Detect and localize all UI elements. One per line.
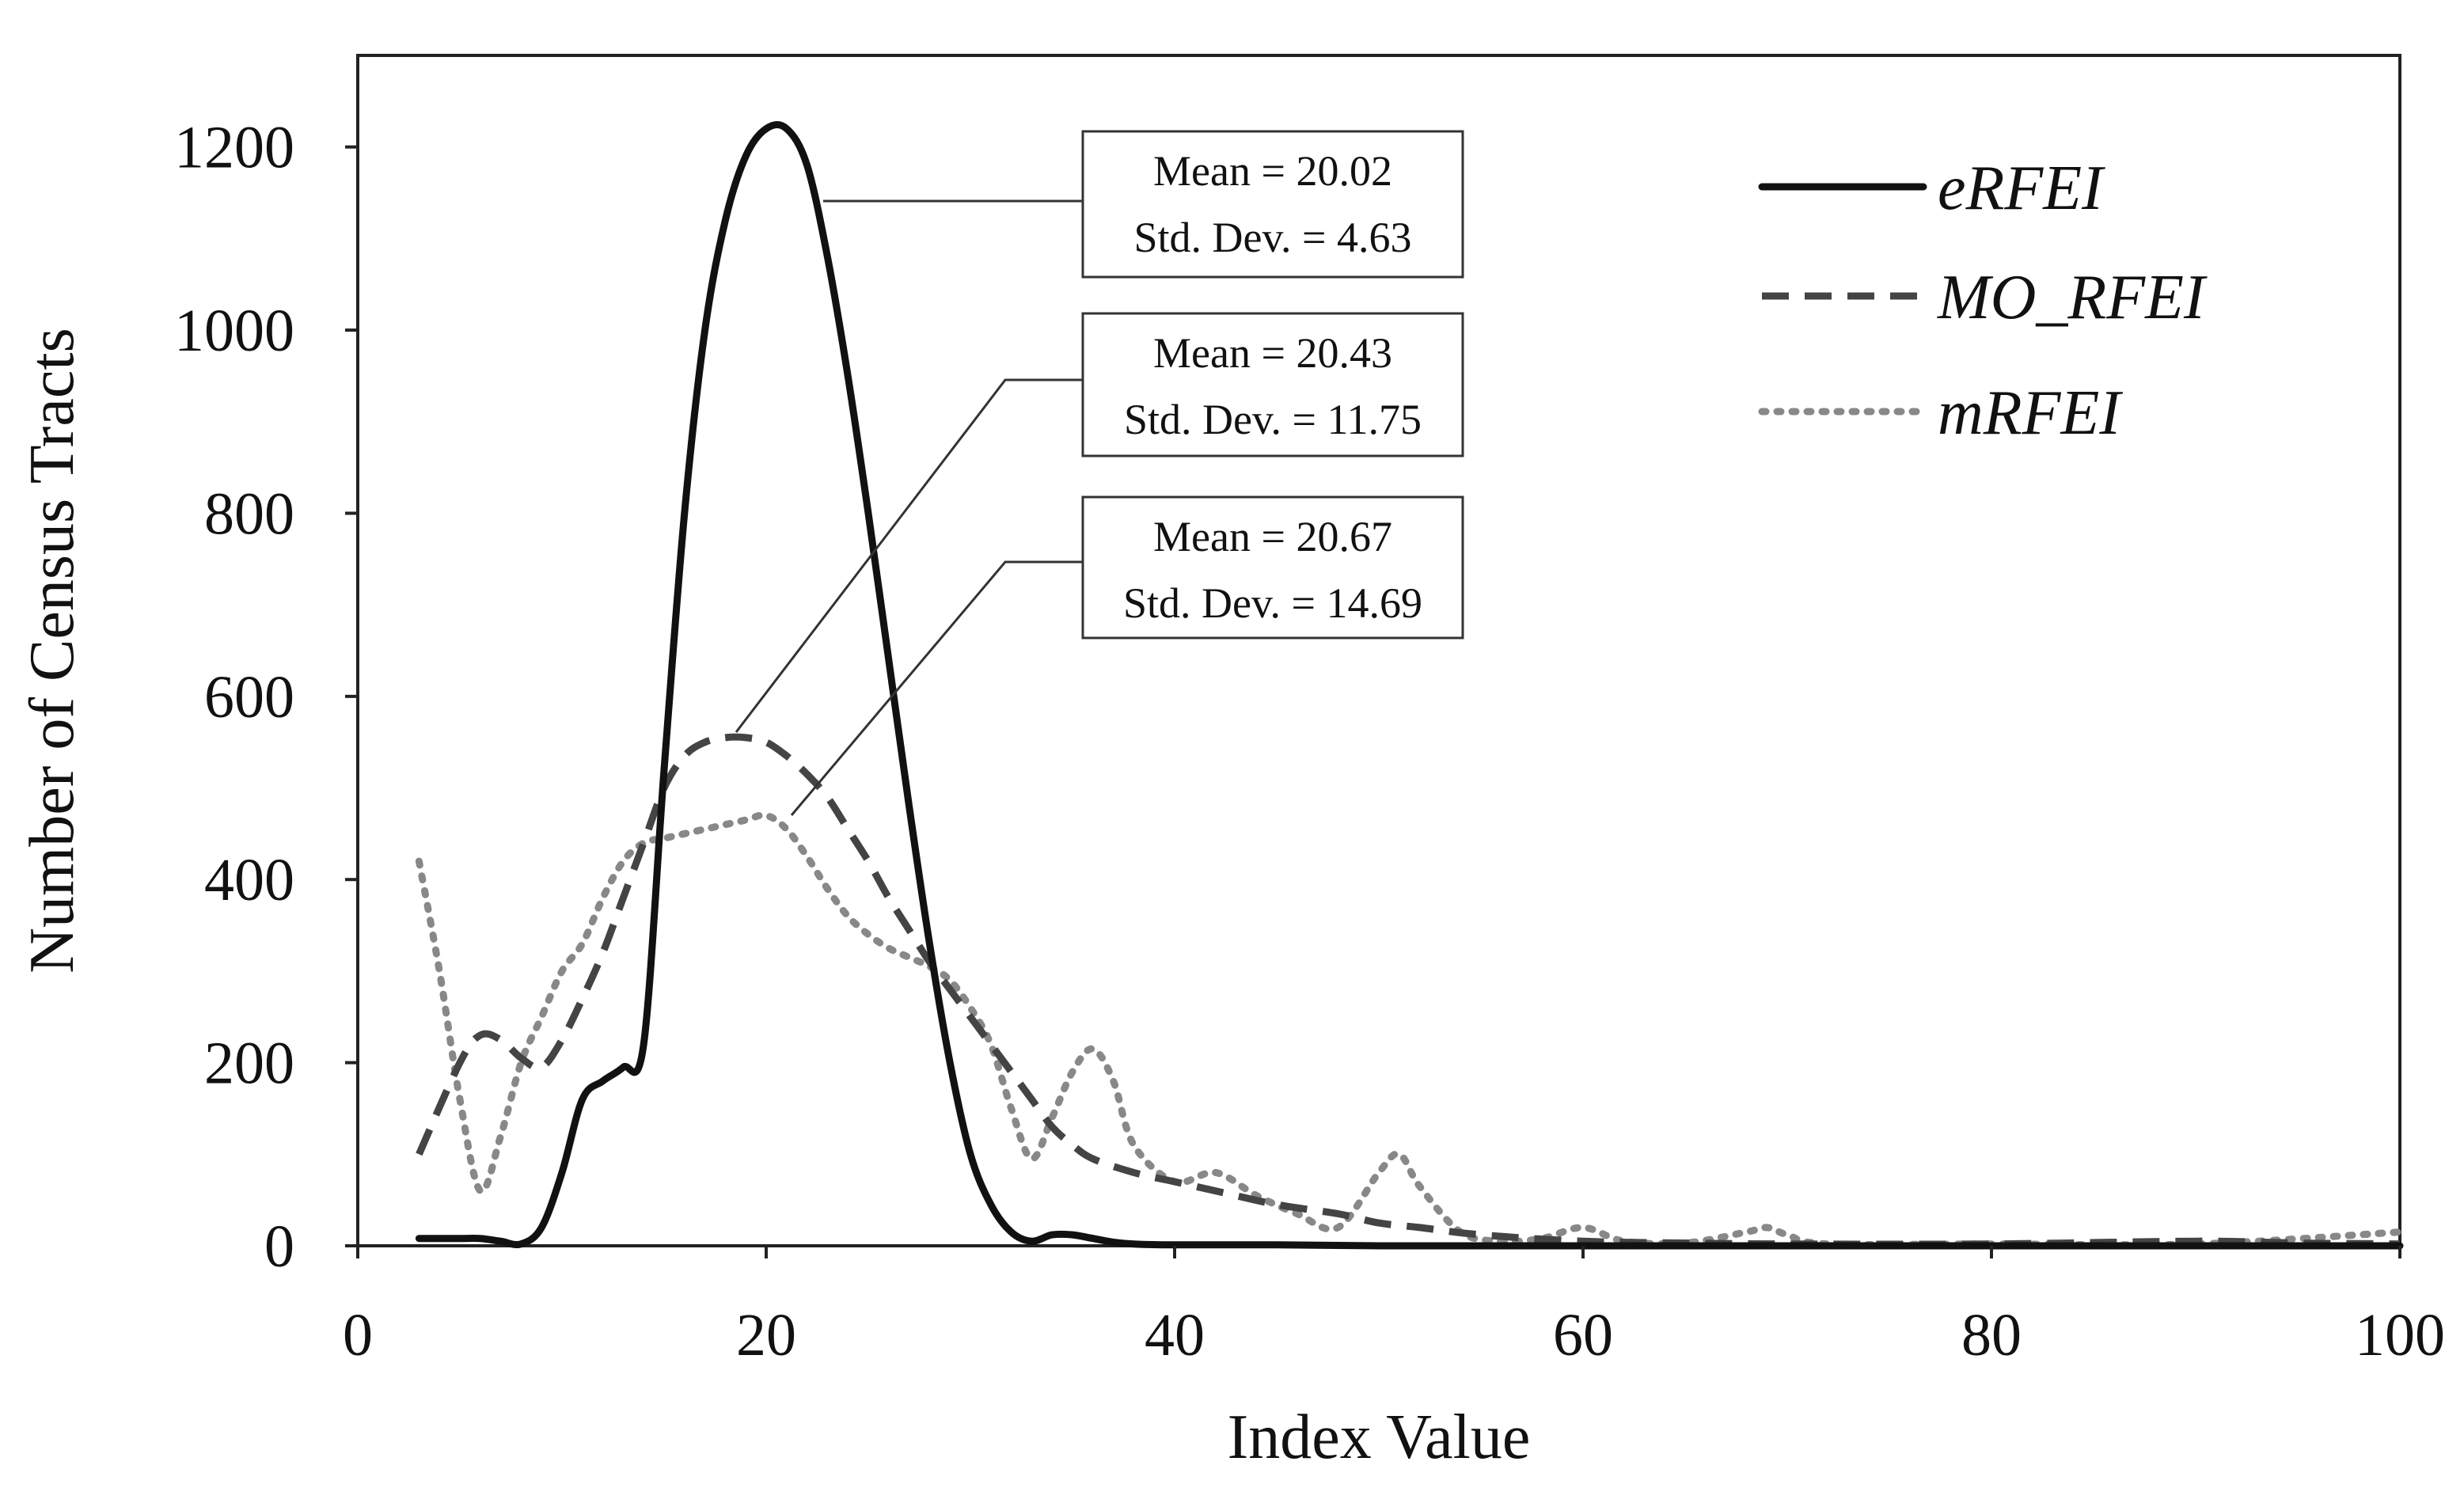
- annotation-leader-line: [735, 378, 1083, 733]
- annotation-box: [1081, 495, 1464, 640]
- legend-label-erfei: eRFEI: [1938, 154, 2105, 223]
- x-tick-label: 40: [1145, 1302, 1205, 1368]
- annotation-box: [1081, 130, 1464, 279]
- x-tick-label: 60: [1553, 1302, 1613, 1368]
- x-axis-ticks: 0 20 40 60 80 100: [343, 1246, 2445, 1368]
- x-tick-label: 0: [343, 1302, 373, 1368]
- y-axis-label: Number of Census Tracts: [17, 328, 87, 974]
- y-tick-label: 400: [204, 847, 294, 913]
- y-axis-ticks: 0 200 400 600 800 1000 1200: [174, 115, 358, 1280]
- series-line-mo-rfei: [416, 733, 2401, 1248]
- legend-entry-mrfei: mRFEI: [1758, 378, 2123, 448]
- annotation-mean: Mean = 20.02: [1153, 147, 1392, 195]
- x-tick-label: 100: [2355, 1302, 2445, 1368]
- y-tick-label: 800: [204, 480, 294, 547]
- legend-entry-mo-rfei: MO_RFEI: [1762, 263, 2208, 332]
- y-tick-label: 600: [204, 664, 294, 731]
- y-tick-label: 1000: [174, 298, 294, 364]
- legend-label-mo-rfei: MO_RFEI: [1937, 263, 2208, 332]
- annotation-mo-rfei: Mean = 20.43 Std. Dev. = 11.75: [735, 312, 1464, 733]
- y-tick-label: 200: [204, 1031, 294, 1097]
- annotation-std-dev: Std. Dev. = 4.63: [1134, 214, 1412, 261]
- annotation-layer: Mean = 20.02 Std. Dev. = 4.63 Mean = 20.43…: [735, 130, 1464, 816]
- series-line-erfei: [415, 121, 2404, 1250]
- annotation-mean: Mean = 20.67: [1153, 513, 1392, 560]
- annotation-mean: Mean = 20.43: [1153, 329, 1392, 377]
- legend: eRFEI MO_RFEI mRFEI: [1758, 154, 2208, 448]
- x-tick-label: 80: [1961, 1302, 2022, 1368]
- series-layer: [415, 121, 2404, 1250]
- legend-label-mrfei: mRFEI: [1938, 378, 2123, 448]
- x-tick-label: 20: [736, 1302, 796, 1368]
- y-tick-label: 1200: [174, 115, 294, 181]
- annotation-erfei: Mean = 20.02 Std. Dev. = 4.63: [823, 130, 1464, 279]
- annotation-leader-line: [790, 560, 1083, 816]
- series-line-mrfei: [415, 811, 2404, 1249]
- annotation-mrfei: Mean = 20.67 Std. Dev. = 14.69: [790, 495, 1464, 816]
- annotation-std-dev: Std. Dev. = 11.75: [1124, 396, 1422, 443]
- y-tick-label: 0: [264, 1213, 294, 1280]
- annotation-std-dev: Std. Dev. = 14.69: [1123, 579, 1422, 627]
- x-axis-label: Index Value: [1228, 1403, 1531, 1472]
- annotation-box: [1081, 312, 1464, 457]
- legend-entry-erfei: eRFEI: [1758, 154, 2105, 223]
